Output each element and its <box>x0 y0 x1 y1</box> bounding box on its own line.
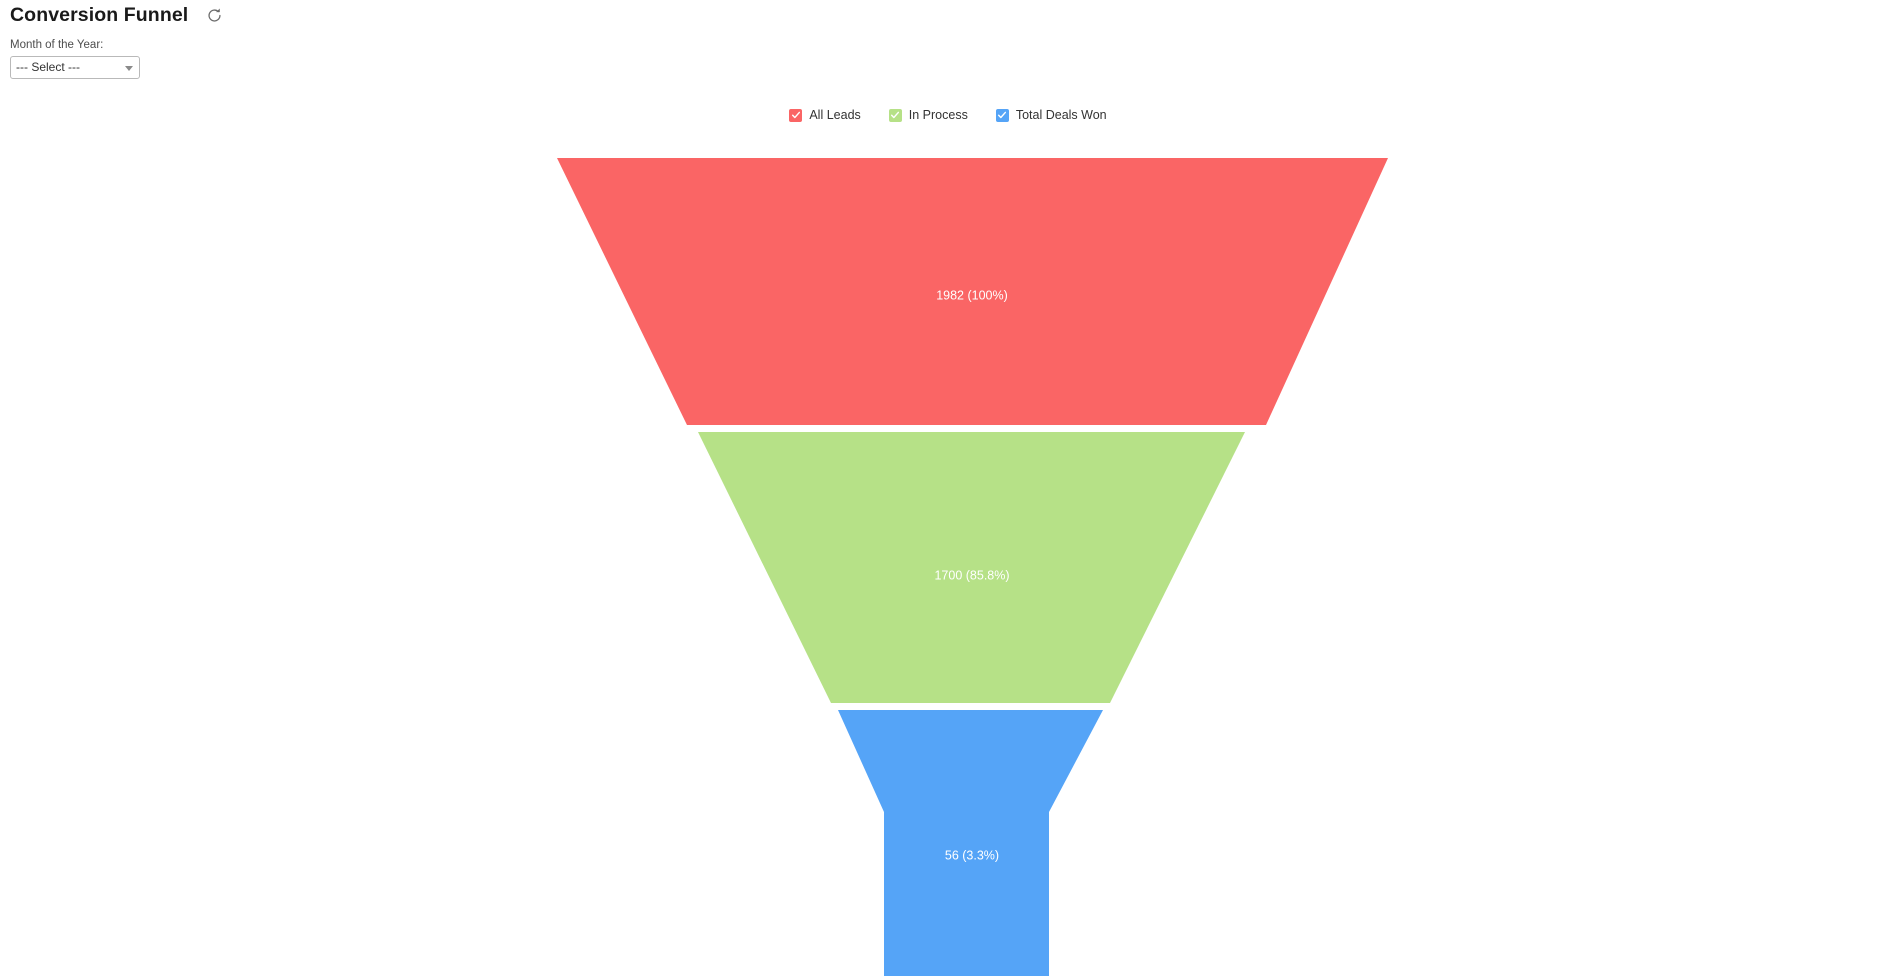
check-icon <box>791 111 800 119</box>
check-icon <box>998 111 1007 119</box>
funnel-segment-all-leads[interactable] <box>557 158 1388 425</box>
page-title: Conversion Funnel <box>10 4 189 26</box>
funnel-segment-total-deals-won[interactable] <box>838 710 1103 976</box>
month-filter: Month of the Year: --- Select --- <box>10 38 140 79</box>
page-header: Conversion Funnel <box>10 2 224 28</box>
legend-item-all-leads[interactable]: All Leads <box>789 108 861 122</box>
legend-checkbox-in-process[interactable] <box>888 108 902 122</box>
chart-legend: All Leads In Process Total Deals Won <box>0 108 1896 122</box>
legend-item-in-process[interactable]: In Process <box>888 108 968 122</box>
refresh-icon-glyph <box>208 8 221 22</box>
refresh-icon[interactable] <box>204 5 224 25</box>
legend-checkbox-total-deals-won[interactable] <box>995 108 1009 122</box>
legend-label-in-process: In Process <box>908 108 968 122</box>
month-filter-label: Month of the Year: <box>10 39 104 51</box>
funnel-segment-in-process[interactable] <box>698 432 1245 703</box>
legend-item-total-deals-won[interactable]: Total Deals Won <box>995 108 1107 122</box>
month-select-wrap: --- Select --- <box>10 56 140 79</box>
legend-label-all-leads: All Leads <box>809 108 861 122</box>
legend-label-total-deals-won: Total Deals Won <box>1015 108 1107 122</box>
month-select[interactable]: --- Select --- <box>10 56 140 79</box>
legend-checkbox-all-leads[interactable] <box>789 108 803 122</box>
check-icon <box>891 111 900 119</box>
